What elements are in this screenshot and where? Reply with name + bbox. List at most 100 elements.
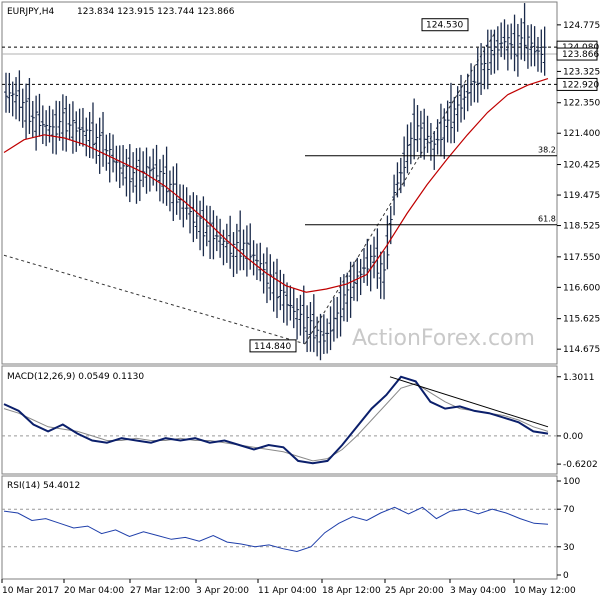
price-tick-label: 122.350	[563, 99, 600, 109]
price-bar	[27, 77, 32, 135]
price-bar	[382, 251, 387, 300]
rsi-tick-label: 100	[563, 477, 580, 487]
level-tag	[556, 77, 598, 91]
price-bar	[107, 132, 112, 183]
price-bar	[469, 63, 474, 106]
price-bar	[97, 117, 102, 174]
main-path	[3, 375, 549, 465]
macd-tick-label: 0.00	[563, 432, 583, 442]
time-tick-label: 11 Apr 04:00	[258, 586, 317, 596]
price-bar	[204, 205, 209, 247]
price-bar	[248, 223, 253, 270]
price-bar	[164, 146, 169, 206]
price-bar	[535, 36, 540, 72]
price-bar	[137, 147, 142, 202]
price-tick-label: 115.625	[563, 315, 600, 325]
price-bar	[258, 242, 263, 282]
price-bar	[425, 115, 430, 153]
price-bar	[435, 119, 440, 155]
price-tick-label: 116.600	[563, 283, 600, 293]
price-bar	[121, 145, 126, 186]
price-bar	[405, 124, 410, 174]
price-bar	[50, 109, 55, 154]
price-tick-label: 119.475	[563, 191, 600, 201]
price-bar	[485, 29, 490, 90]
price-tick-label: 121.400	[563, 129, 600, 139]
price-bar	[188, 195, 193, 234]
price-bar	[278, 269, 283, 311]
price-bar	[472, 66, 477, 103]
fib-label: 61.8	[538, 215, 556, 224]
rsi-tick-label: 0	[563, 571, 569, 581]
price-bar	[127, 144, 132, 203]
rsi-axis: 100 70 30 0	[557, 477, 580, 581]
price-bar	[231, 232, 236, 278]
price-bar	[157, 159, 162, 202]
price-bar	[221, 229, 226, 266]
trend-path	[389, 376, 549, 428]
price-bar	[365, 238, 370, 286]
price-bar	[315, 316, 320, 357]
time-tick-label: 25 Apr 20:00	[385, 586, 444, 596]
rsi-line	[3, 506, 549, 553]
price-bar	[24, 83, 29, 140]
price-bar	[462, 83, 467, 120]
price-bar	[428, 123, 433, 161]
price-tick-label: 118.525	[563, 222, 600, 232]
price-bar	[452, 96, 457, 144]
fib-label: 38.2	[538, 146, 556, 155]
price-bar	[305, 305, 310, 353]
price-bar	[325, 318, 330, 354]
price-bar	[515, 23, 520, 77]
price-bar	[174, 163, 179, 215]
price-bar	[251, 240, 256, 276]
time-tick-label: 27 Mar 12:00	[130, 586, 190, 596]
price-bar	[532, 26, 537, 67]
price-bar	[241, 229, 246, 271]
price-bar	[442, 108, 447, 159]
price-bar	[509, 23, 514, 60]
high-label: 124.530	[426, 21, 463, 31]
fibonacci-levels: 38.2 61.8	[305, 146, 557, 226]
price-bar	[395, 162, 400, 198]
macd-panel: MACD(12,26,9) 0.0549 0.1130 1.3011 0.00 -0…	[1, 365, 598, 475]
price-bar	[268, 254, 273, 301]
price-bar	[60, 94, 65, 151]
uptrend-line	[304, 32, 496, 345]
rsi-path	[3, 506, 549, 553]
low-label: 114.840	[254, 342, 291, 352]
macd-trend-line	[389, 376, 549, 428]
price-bar	[228, 215, 233, 269]
price-bar	[455, 86, 460, 132]
price-bar	[147, 156, 152, 192]
price-bar	[14, 77, 19, 120]
price-bar	[479, 43, 484, 95]
price-bar	[114, 145, 119, 182]
time-tick-label: 3 Apr 20:00	[196, 586, 249, 596]
price-bar	[198, 200, 203, 251]
price-bar	[495, 26, 500, 71]
price-bar	[335, 296, 340, 339]
price-bar	[30, 100, 35, 138]
support-line	[3, 254, 306, 345]
chart-title: EURJPY,H4	[7, 7, 55, 17]
price-bar	[328, 306, 333, 351]
price-bar	[154, 144, 159, 192]
price-bar	[542, 26, 547, 76]
price-bar	[285, 282, 290, 326]
price-bar	[64, 95, 69, 152]
price-bar	[224, 223, 229, 263]
price-bar	[57, 101, 62, 141]
price-bar	[295, 298, 300, 340]
price-bar	[94, 123, 99, 164]
price-tick-label: 114.675	[563, 345, 600, 355]
price-tick-label: 124.775	[563, 21, 600, 31]
time-tick-label: 3 May 04:00	[450, 586, 506, 596]
price-bar	[87, 111, 92, 159]
price-bars	[4, 3, 547, 361]
price-bar	[445, 100, 450, 143]
price-bar	[432, 131, 437, 170]
macd-axis: 1.3011 0.00 -0.6202	[557, 373, 598, 470]
support-trend-line	[3, 254, 306, 345]
